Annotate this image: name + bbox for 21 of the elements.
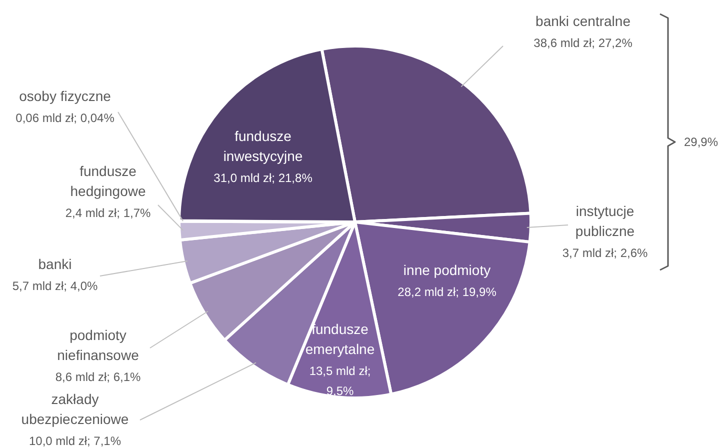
data-label: 5,7 mld zł; 4,0%: [12, 279, 98, 293]
slice-label: fundusze hedgingowe: [70, 163, 146, 199]
slice-label: instytucje publiczne: [575, 203, 635, 239]
data-label: 31,0 mld zł; 21,8%: [214, 171, 313, 185]
data-label: 8,6 mld zł; 6,1%: [55, 370, 142, 384]
data-label: 0,06 mld zł; 0,04%: [16, 111, 115, 125]
slice-label: osoby fizyczne: [19, 88, 112, 104]
data-label: 28,2 mld zł; 19,9%: [398, 285, 497, 299]
data-label: 13,5 mld zł; 9,5%: [309, 364, 371, 398]
slice-label: zakłady ubezpieczeniowe: [21, 391, 129, 427]
data-label: 2,4 mld zł; 1,7%: [65, 206, 152, 220]
slice-label: fundusze emerytalne: [305, 321, 375, 357]
data-label: 38,6 mld zł; 27,2%: [534, 36, 633, 50]
slice-label: inne podmioty: [403, 262, 491, 278]
text: 29,9%: [684, 135, 718, 149]
slice-label: banki: [38, 256, 72, 272]
slice-label: podmioty niefinansowe: [57, 327, 140, 363]
data-label: 3,7 mld zł; 2,6%: [562, 246, 648, 260]
data-label: 10,0 mld zł; 7,1%: [28, 434, 122, 448]
slice-label: banki centralne: [536, 13, 631, 29]
slice-label: fundusze inwestycyjne: [223, 128, 303, 164]
